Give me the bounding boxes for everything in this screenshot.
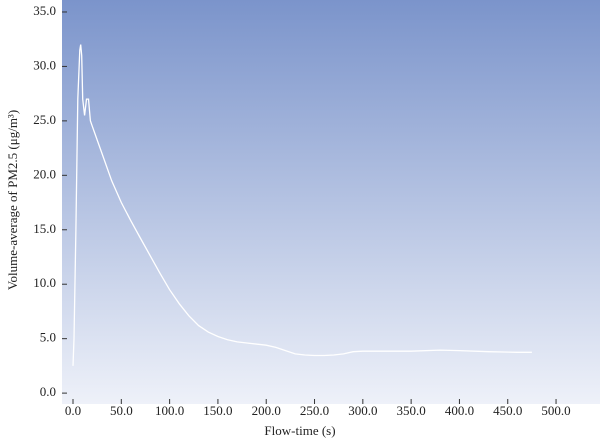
x-tick-label: 300.0	[348, 403, 377, 418]
x-tick-label: 350.0	[397, 403, 426, 418]
y-tick-label: 25.0	[33, 112, 56, 127]
y-tick-label: 30.0	[33, 57, 56, 72]
x-axis-title: Flow-time (s)	[264, 423, 335, 438]
y-tick-label: 15.0	[33, 221, 56, 236]
y-axis-title: Volume-average of PM2.5 (μg/m³)	[5, 110, 20, 290]
x-tick-label: 100.0	[155, 403, 184, 418]
x-tick-label: 150.0	[203, 403, 232, 418]
data-line	[72, 44, 532, 366]
y-tick-label: 5.0	[40, 330, 56, 345]
x-tick-label: 200.0	[252, 403, 281, 418]
x-tick-label: 450.0	[493, 403, 522, 418]
plot-area	[62, 0, 600, 404]
y-tick-label: 10.0	[33, 275, 56, 290]
y-tick-label: 35.0	[33, 3, 56, 18]
x-tick-label: 500.0	[541, 403, 570, 418]
x-tick-label: 0.0	[65, 403, 81, 418]
y-tick-label: 0.0	[40, 384, 56, 399]
x-tick-label: 50.0	[110, 403, 133, 418]
y-tick-label: 20.0	[33, 166, 56, 181]
x-tick-label: 400.0	[445, 403, 474, 418]
x-tick-label: 250.0	[300, 403, 329, 418]
